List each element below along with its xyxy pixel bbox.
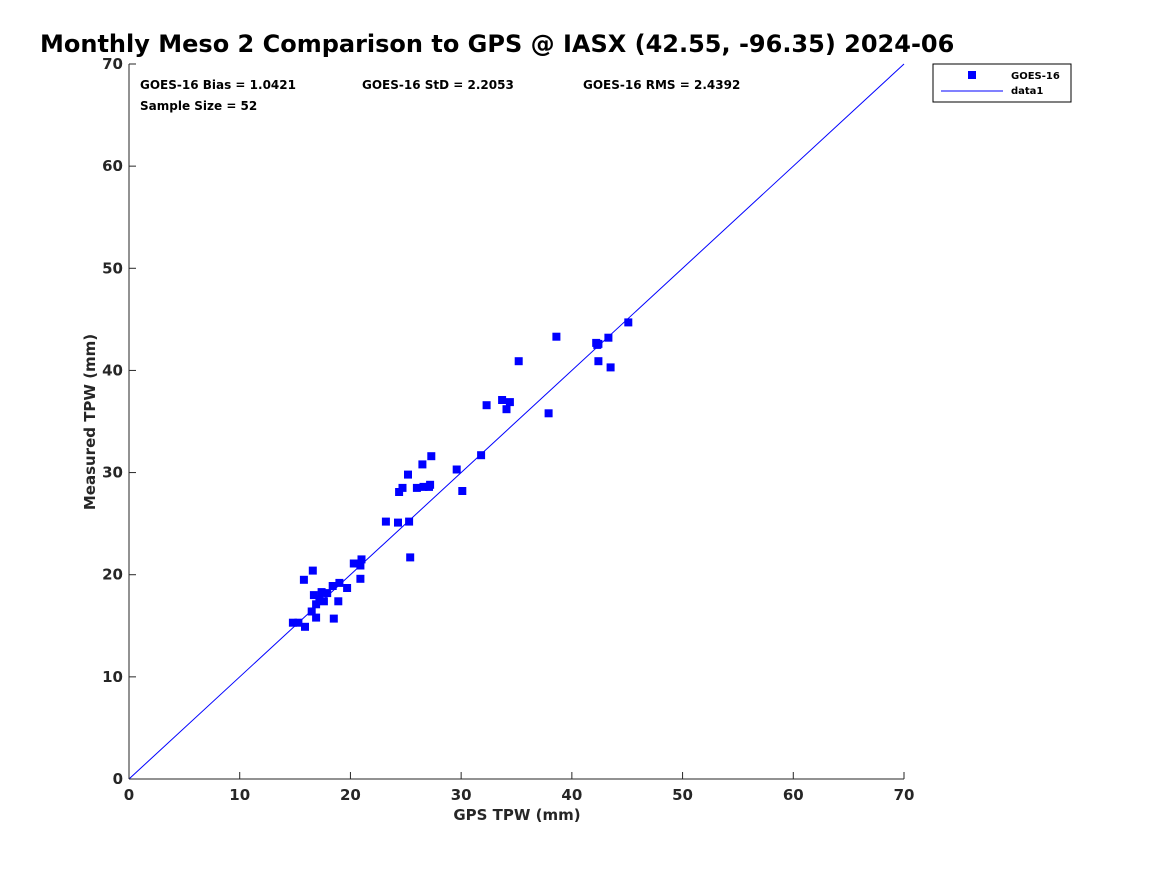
y-tick-label-7: 70 (102, 55, 123, 73)
data-point-13 (323, 589, 332, 598)
legend: GOES-16 data1 (932, 63, 1072, 103)
data-point-18 (343, 584, 352, 592)
y-tick-label-6: 60 (102, 157, 123, 175)
data-point-15 (329, 614, 338, 623)
data-point-21 (356, 574, 365, 583)
data-point-24 (394, 518, 402, 527)
data-point-34 (427, 452, 436, 461)
x-axis-label: GPS TPW (mm) (453, 806, 580, 824)
y-tick-label-1: 10 (102, 668, 123, 686)
data-point-25 (395, 488, 404, 496)
data-point-43 (514, 357, 523, 366)
data-point-10 (315, 595, 324, 604)
y-tick-label-4: 40 (102, 361, 123, 379)
data-point-6 (308, 566, 317, 575)
x-tick-label-0: 0 (124, 786, 134, 804)
y-tick-label-0: 0 (113, 770, 123, 788)
data-point-41 (502, 405, 511, 414)
data-point-12 (319, 597, 328, 606)
x-tick-label-7: 70 (894, 786, 915, 804)
data-point-52 (593, 340, 602, 349)
data-point-50 (606, 363, 615, 372)
data-point-44 (544, 409, 553, 418)
data-point-5 (307, 607, 316, 616)
chart-title: Monthly Meso 2 Comparison to GPS @ IASX … (40, 30, 954, 58)
x-tick-label-5: 50 (672, 786, 693, 804)
sample-size-stat: Sample Size = 52 (140, 99, 257, 113)
identity-line (128, 63, 905, 780)
data-point-35 (426, 480, 435, 489)
data-point-30 (412, 483, 421, 492)
y-tick-label-3: 30 (102, 464, 123, 482)
data-point-9 (312, 613, 321, 622)
x-tick-label-1: 10 (229, 786, 250, 804)
data-point-4 (299, 575, 308, 584)
data-point-28 (405, 517, 414, 526)
data-point-27 (404, 470, 412, 479)
data-point-14 (328, 582, 337, 590)
bias-stat: GOES-16 Bias = 1.0421 (140, 78, 296, 92)
data-point-19 (349, 559, 358, 568)
y-axis-label: Measured TPW (mm) (81, 334, 99, 510)
rms-stat: GOES-16 RMS = 2.4392 (583, 78, 740, 92)
data-point-45 (552, 332, 561, 341)
legend-marker-goes16 (968, 71, 976, 79)
data-point-39 (482, 401, 491, 410)
legend-label-data1: data1 (1011, 86, 1043, 97)
data-point-42 (505, 398, 514, 407)
y-tick-label-5: 50 (102, 259, 123, 277)
data-point-22 (357, 555, 366, 564)
data-point-40 (498, 396, 507, 404)
x-tick-label-2: 20 (340, 786, 361, 804)
data-point-32 (419, 482, 428, 491)
data-point-37 (458, 487, 467, 495)
plot-area: 0 10 20 30 40 50 60 70 0 10 20 30 40 50 60 70 (102, 55, 914, 804)
data-point-8 (312, 600, 321, 609)
data-point-48 (594, 357, 603, 366)
data-point-23 (381, 517, 390, 526)
data-point-36 (452, 465, 461, 474)
data-point-31 (418, 460, 427, 469)
data-point-7 (309, 591, 318, 600)
data-point-20 (356, 561, 365, 570)
data-point-1 (288, 618, 297, 627)
data-point-49 (604, 333, 613, 342)
data-point-3 (301, 622, 309, 631)
data-point-38 (477, 451, 486, 460)
data-point-51 (624, 318, 633, 327)
data-point-11 (317, 588, 326, 597)
legend-box (932, 63, 1072, 103)
data-point-2 (294, 618, 303, 627)
data-point-26 (398, 483, 407, 492)
data-point-16 (334, 597, 343, 606)
scatter-markers (288, 318, 633, 631)
std-stat: GOES-16 StD = 2.2053 (362, 78, 514, 92)
data-point-29 (406, 553, 415, 562)
data-point-17 (335, 578, 344, 587)
identity-line-group (128, 63, 905, 780)
y-tick-label-2: 20 (102, 566, 123, 584)
axes: 0 10 20 30 40 50 60 70 0 10 20 30 40 50 60 70 (102, 55, 914, 804)
x-tick-label-3: 30 (451, 786, 472, 804)
legend-label-goes16: GOES-16 (1011, 71, 1060, 82)
x-tick-label-4: 40 (561, 786, 582, 804)
x-tick-label-6: 60 (783, 786, 804, 804)
